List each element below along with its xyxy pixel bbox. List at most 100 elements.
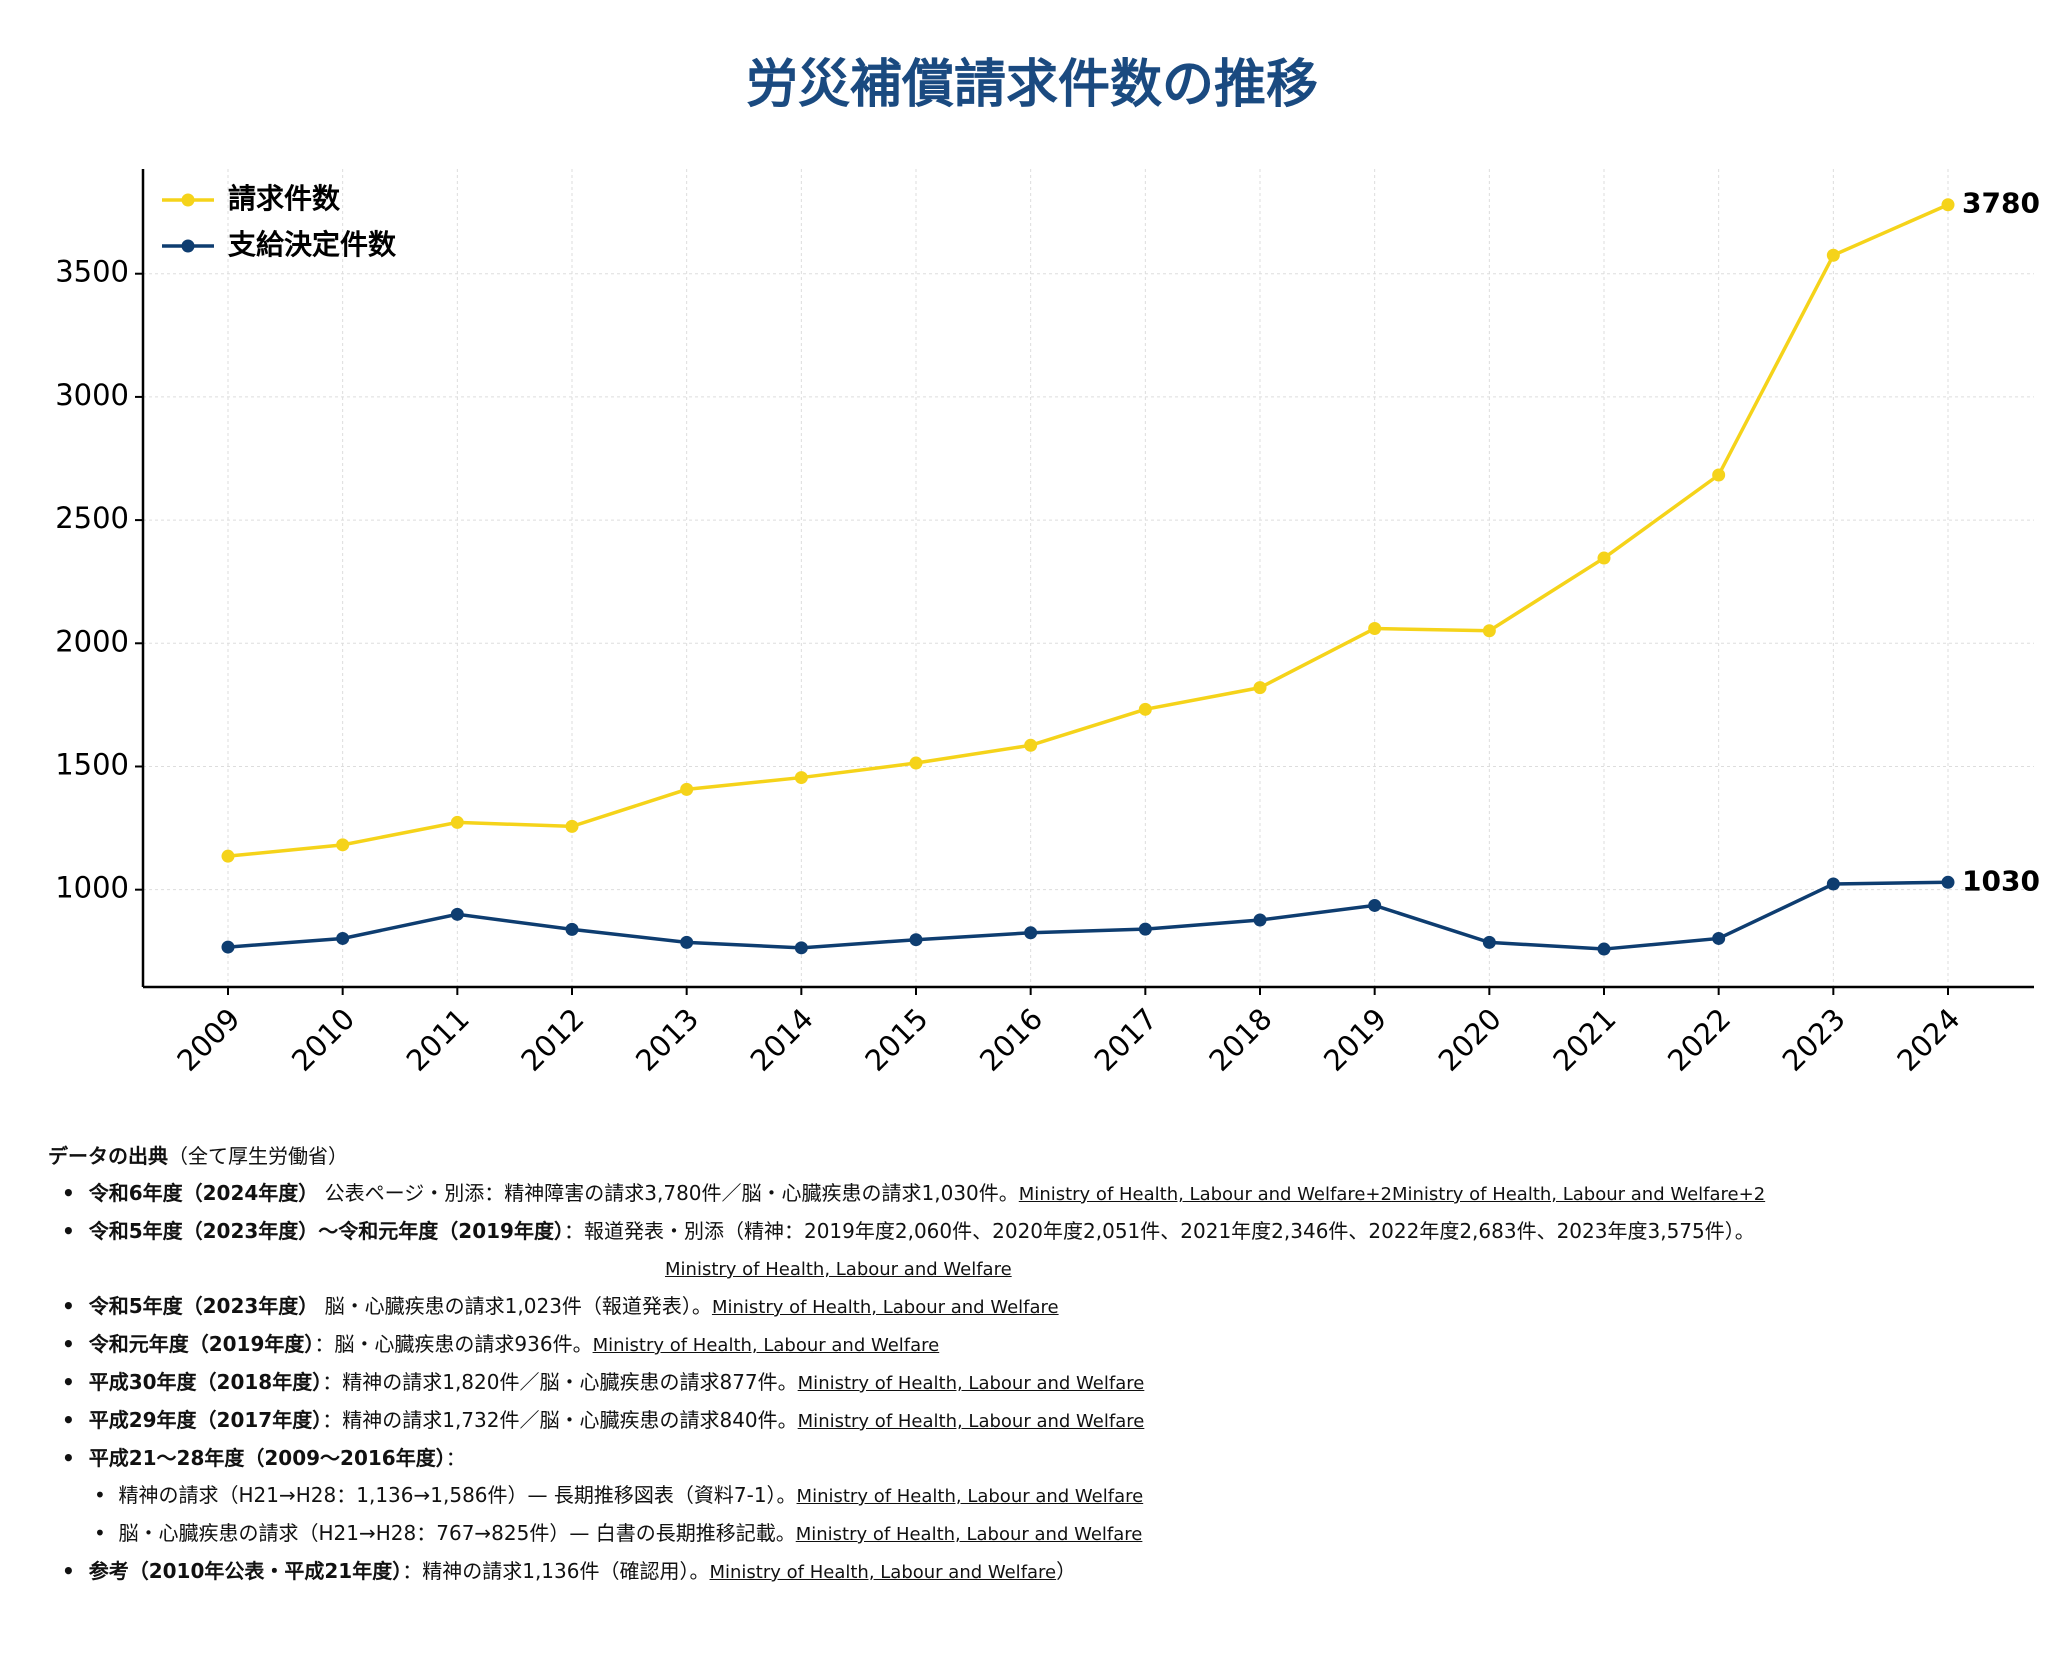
data-point xyxy=(450,815,464,829)
data-point xyxy=(450,907,464,921)
source-label: 平成21～28年度（2009～2016年度） xyxy=(88,1446,446,1470)
data-point xyxy=(909,933,923,947)
bullet: • xyxy=(94,1521,119,1545)
series-line xyxy=(227,880,1949,951)
sources-subtitle: （全て厚生労働省） xyxy=(168,1144,348,1168)
data-point xyxy=(565,922,579,936)
source-link[interactable]: Ministry of Health, Labour and Welfare xyxy=(797,1411,1145,1432)
data-point xyxy=(794,941,808,955)
source-text: ：報道発表・別添（精神：2019年度2,060件、2020年度2,051件、20… xyxy=(563,1219,1755,1243)
data-point xyxy=(1826,248,1840,262)
legend-label: 請求件数 xyxy=(228,182,341,215)
data-point xyxy=(1368,898,1382,912)
source-text: ： xyxy=(445,1446,466,1470)
data-point xyxy=(680,782,694,796)
source-link[interactable]: Ministry of Health, Labour and Welfare xyxy=(592,1335,940,1356)
bullet: • xyxy=(62,1181,89,1205)
data-point xyxy=(336,931,350,945)
source-link[interactable]: Ministry of Health, Labour and Welfare xyxy=(797,1373,1145,1394)
chart-title: 労災補償請求件数の推移 xyxy=(746,55,1318,115)
source-text: ：精神の請求1,732件／脳・心臓疾患の請求840件。 xyxy=(322,1408,798,1432)
x-tick-label: 2016 xyxy=(973,1002,1049,1078)
bullet: • xyxy=(62,1219,89,1243)
y-tick-label: 3000 xyxy=(55,378,129,412)
legend-swatch xyxy=(181,193,195,207)
data-point xyxy=(221,940,235,954)
y-tick-label: 3500 xyxy=(55,255,129,289)
data-point xyxy=(1024,738,1038,752)
sources-title: データの出典 xyxy=(48,1144,168,1168)
source-link[interactable]: Ministry of Health, Labour and Welfare xyxy=(796,1486,1144,1507)
x-tick-label: 2013 xyxy=(629,1002,705,1078)
bullet: • xyxy=(62,1408,89,1432)
source-item: • 参考（2010年公表・平成21年度）：精神の請求1,136件（確認用）。Mi… xyxy=(48,1553,2048,1591)
source-item: • 令和5年度（2023年度）～令和元年度（2019年度）：報道発表・別添（精神… xyxy=(48,1213,2048,1250)
bullet: • xyxy=(62,1294,89,1318)
x-tick-label: 2023 xyxy=(1776,1002,1852,1078)
source-subitem: • 脳・心臓疾患の請求（H21→H28：767→825件）— 白書の長期推移記載… xyxy=(48,1515,2048,1553)
x-tick-label: 2024 xyxy=(1890,1002,1966,1078)
source-label: 令和6年度（2024年度） xyxy=(88,1181,319,1205)
x-tick-label: 2021 xyxy=(1546,1002,1622,1078)
x-tick-label: 2019 xyxy=(1317,1002,1393,1078)
y-tick-label: 2000 xyxy=(55,624,129,658)
data-point xyxy=(1941,198,1955,212)
data-point xyxy=(1253,681,1267,695)
source-subitem: • 精神の請求（H21→H28：1,136→1,586件）— 長期推移図表（資料… xyxy=(48,1477,2048,1515)
sources: データの出典（全て厚生労働省） • 令和6年度（2024年度） 公表ページ・別添：… xyxy=(48,1138,2048,1591)
end-label: 3780 xyxy=(1962,187,2040,220)
data-point xyxy=(1368,622,1382,636)
source-text: ：精神の請求1,136件（確認用）。 xyxy=(402,1559,710,1583)
data-point xyxy=(680,935,694,949)
source-text: 公表ページ・別添：精神障害の請求3,780件／脳・心臓疾患の請求1,030件。 xyxy=(318,1181,1019,1205)
x-tick-label: 2015 xyxy=(858,1002,934,1078)
x-tick-label: 2010 xyxy=(285,1002,361,1078)
legend-label: 支給決定件数 xyxy=(228,228,397,261)
x-tick-label: 2017 xyxy=(1088,1002,1164,1078)
data-point xyxy=(1482,624,1496,638)
source-link[interactable]: Ministry of Health, Labour and Welfare xyxy=(711,1297,1059,1318)
x-tick-label: 2014 xyxy=(744,1002,820,1078)
source-link[interactable]: Ministry of Health, Labour and Welfare xyxy=(665,1259,1012,1280)
source-label: 平成30年度（2018年度） xyxy=(88,1370,323,1394)
x-tick-label: 2018 xyxy=(1202,1002,1278,1078)
source-label: 参考（2010年公表・平成21年度） xyxy=(88,1559,403,1583)
source-link[interactable]: Ministry of Health, Labour and Welfare+2 xyxy=(1018,1184,1392,1205)
source-text: ：精神の請求1,820件／脳・心臓疾患の請求877件。 xyxy=(322,1370,798,1394)
y-tick-label: 2500 xyxy=(55,501,129,535)
source-item: • 令和元年度（2019年度）：脳・心臓疾患の請求936件。Ministry o… xyxy=(48,1326,2048,1364)
source-label: 令和5年度（2023年度）～令和元年度（2019年度） xyxy=(88,1219,564,1243)
bullet: • xyxy=(62,1332,89,1356)
source-text: 脳・心臓疾患の請求1,023件（報道発表）。 xyxy=(318,1294,712,1318)
data-point xyxy=(1253,913,1267,927)
chart: 労災補償請求件数の推移 1000 1500 2000 2500 3000 3500 2009… xyxy=(55,55,2040,1078)
data-point xyxy=(1138,702,1152,716)
data-point xyxy=(336,838,350,852)
bullet: • xyxy=(62,1370,89,1394)
series-line xyxy=(227,203,1949,858)
y-tick-label: 1500 xyxy=(55,747,129,781)
x-tick-label: 2020 xyxy=(1432,1002,1508,1078)
data-point xyxy=(909,756,923,770)
data-point xyxy=(1712,468,1726,482)
source-item: • 平成30年度（2018年度）：精神の請求1,820件／脳・心臓疾患の請求87… xyxy=(48,1364,2048,1402)
source-suffix: ） xyxy=(1056,1559,1077,1583)
y-tick-label: 1000 xyxy=(55,871,129,905)
data-point xyxy=(794,771,808,785)
data-point xyxy=(1482,935,1496,949)
data-point xyxy=(1138,922,1152,936)
data-point xyxy=(1941,875,1955,889)
source-text: 精神の請求（H21→H28：1,136→1,586件）— 長期推移図表（資料7-… xyxy=(118,1483,797,1507)
x-tick-label: 2022 xyxy=(1661,1002,1737,1078)
x-tick-label: 2012 xyxy=(514,1002,590,1078)
bullet: • xyxy=(94,1483,119,1507)
source-link[interactable]: Ministry of Health, Labour and Welfare xyxy=(709,1562,1057,1583)
data-point xyxy=(1597,942,1611,956)
end-label: 1030 xyxy=(1962,864,2040,897)
source-label: 平成29年度（2017年度） xyxy=(88,1408,323,1432)
source-link-row: Ministry of Health, Labour and Welfare xyxy=(48,1250,2048,1288)
source-link[interactable]: Ministry of Health, Labour and Welfare xyxy=(795,1524,1143,1545)
source-link[interactable]: Ministry of Health, Labour and Welfare+2 xyxy=(1391,1184,1766,1205)
data-point xyxy=(1712,931,1726,945)
